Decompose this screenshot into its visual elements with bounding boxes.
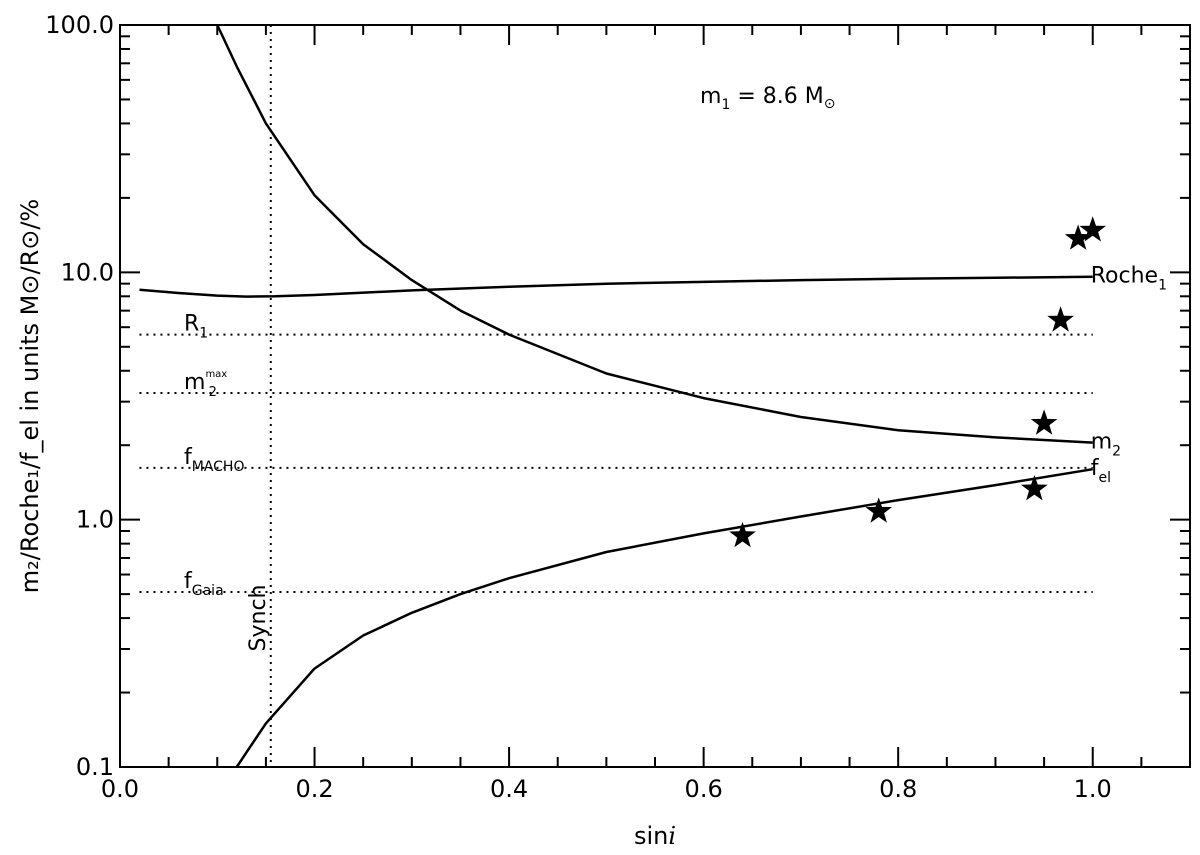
mass-annotation: m1 = 8.6 M⊙ [700, 84, 835, 113]
series-line-Roche1 [139, 275, 1093, 298]
series-label-Roche1: Roche1 [1091, 264, 1167, 294]
star-marker [865, 497, 892, 523]
series-line-f_el [235, 467, 1093, 768]
y-tick-label: 0.1 [76, 753, 114, 781]
hline-label-R1: R1 [184, 312, 208, 342]
star-marker [1047, 306, 1074, 332]
x-tick-label: 0.6 [685, 775, 723, 803]
x-tick-label: 0.8 [879, 775, 917, 803]
series-label-f_el: fel [1091, 456, 1111, 486]
hline-label-fMACHO: fMACHO [184, 445, 244, 475]
x-tick-label: 0.2 [295, 775, 333, 803]
star-marker [1064, 224, 1092, 250]
y-tick-label: 100.0 [45, 11, 114, 39]
plot-frame [119, 24, 1191, 768]
synch-label: Synch [246, 585, 271, 652]
star-marker [1021, 475, 1048, 501]
y-tick-label: 10.0 [61, 258, 114, 286]
axis-ticks: 0.0 0.2 0.4 0.6 0.8 1.0 0.1 1.0 10.0 100.0 [45, 11, 1190, 803]
y-axis-title: m₂/Roche₁/f_el in units M⊙/R⊙/% [16, 199, 44, 593]
series-line-m2 [216, 24, 1093, 444]
y-tick-label: 1.0 [76, 506, 114, 534]
x-tick-label: 0.0 [101, 775, 139, 803]
star-marker [1030, 409, 1058, 435]
x-tick-label: 0.4 [490, 775, 528, 803]
x-tick-label: 1.0 [1074, 775, 1112, 803]
hline-label-m2max: mmax 2 [184, 369, 227, 400]
series-label-m2: m2 [1091, 430, 1121, 460]
star-marker [729, 521, 756, 548]
x-axis-title: sini [634, 822, 676, 850]
hline-label-fGaia: fGaia [184, 569, 224, 599]
star-marker [1079, 216, 1106, 242]
